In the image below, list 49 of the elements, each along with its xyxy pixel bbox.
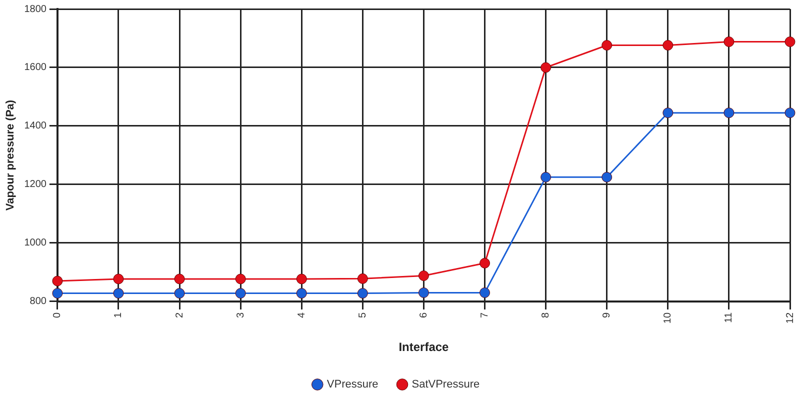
y-tick-label: 800	[30, 296, 47, 308]
x-tick-label: 4	[296, 312, 308, 318]
point	[480, 287, 490, 298]
point	[602, 40, 612, 51]
point	[418, 287, 429, 298]
point	[235, 274, 246, 284]
point	[662, 40, 674, 51]
point	[480, 258, 490, 268]
point	[174, 274, 185, 284]
point	[113, 288, 124, 299]
point	[540, 172, 552, 182]
point	[296, 274, 307, 284]
point	[418, 270, 429, 281]
legend-label: VPressure	[326, 378, 378, 391]
x-tick-label: 12	[784, 312, 796, 324]
point	[174, 288, 185, 299]
point	[784, 36, 796, 48]
point	[784, 108, 796, 118]
x-tick-label: 0	[52, 312, 64, 318]
x-tick-label: 3	[235, 312, 246, 318]
y-tick-label: 1400	[24, 120, 47, 132]
x-tick-label: 5	[357, 312, 368, 318]
point	[52, 288, 63, 299]
x-tick-label: 1	[113, 312, 124, 318]
x-tick-label: 8	[540, 312, 552, 318]
point	[296, 288, 307, 299]
y-tick-label: 1600	[24, 62, 47, 74]
point	[357, 273, 368, 284]
x-tick-label: 10	[662, 312, 674, 324]
point	[724, 36, 734, 48]
y-axis-title: Vapour pressure (Pa)	[4, 100, 17, 211]
point	[357, 288, 368, 299]
x-tick-label: 11	[724, 312, 735, 323]
legend-label: SatVPressure	[412, 378, 480, 391]
x-tick-label: 7	[480, 312, 491, 318]
y-tick-label: 1200	[24, 179, 47, 190]
x-axis-title: Interface	[398, 340, 450, 354]
point	[113, 274, 124, 284]
y-tick-label: 1000	[24, 238, 47, 249]
point	[52, 276, 63, 286]
point	[724, 108, 734, 118]
point	[602, 172, 612, 182]
point	[540, 62, 552, 73]
y-tick-label: 1800	[24, 4, 47, 15]
x-tick-label: 9	[602, 312, 613, 318]
x-tick-label: 2	[174, 312, 186, 318]
point	[235, 288, 246, 299]
point	[662, 108, 674, 118]
x-tick-label: 6	[418, 312, 430, 318]
